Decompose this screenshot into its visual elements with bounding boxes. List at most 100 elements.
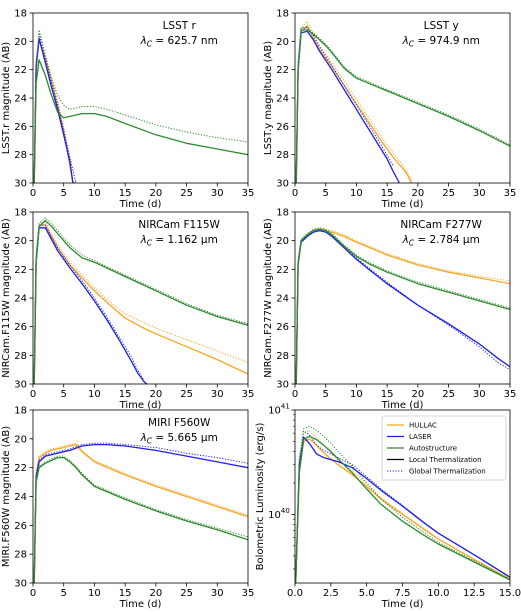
series-line-laser-solid <box>33 443 248 583</box>
series-line-laser-solid <box>33 227 148 384</box>
x-tick-label: 0 <box>292 188 298 199</box>
y-tick-label: 22 <box>14 65 27 76</box>
series-line-laser-dotted <box>33 32 77 183</box>
x-tick-label: 15 <box>119 188 132 199</box>
x-tick-label: 5 <box>323 389 329 400</box>
series-line-laser-solid <box>295 30 400 183</box>
y-tick-label: 24 <box>276 94 289 105</box>
y-tick-label: 26 <box>14 122 27 133</box>
panel-subtitle: λC = 1.162 μm <box>140 234 218 248</box>
x-tick-label: 10 <box>88 588 101 599</box>
y-tick-label: 18 <box>14 208 27 219</box>
y-tick-label: 18 <box>276 208 289 219</box>
legend-label-autostructure: Autostructure <box>409 445 457 453</box>
x-tick-label: 30 <box>473 188 486 199</box>
y-axis-label: MIRI.F560W magnitude (AB) <box>1 426 12 567</box>
legend: HULLAC LASER Autostructure Local Thermaliza… <box>381 415 507 481</box>
series-group <box>33 217 248 384</box>
panel-lsst-r: 0 5 10 15 20 25 30 35 18 20 22 24 26 28 30 Time (d) LSST… <box>1 9 254 211</box>
series-line-laser-dotted <box>295 228 510 384</box>
series-group <box>33 442 248 583</box>
series-group <box>295 227 510 384</box>
legend-label-laser: LASER <box>409 433 432 441</box>
series-line-autostructure-solid <box>295 228 510 384</box>
panel-subtitle: λC = 625.7 nm <box>140 35 218 49</box>
x-tick-label: 25 <box>442 188 455 199</box>
y-tick-label: 30 <box>276 179 289 190</box>
y-axis-label: NIRCam.F115W magnitude (AB) <box>1 218 12 378</box>
x-tick-label: 20 <box>149 588 162 599</box>
x-tick-label: 25 <box>180 389 193 400</box>
x-axis-label: Time (d) <box>381 199 424 210</box>
x-tick-label: 35 <box>504 188 517 199</box>
panel-miri-f560w: 0 5 10 15 20 25 30 35 18 20 22 24 26 28 30 Time (d) MIRI… <box>1 406 254 611</box>
y-tick-label: 28 <box>276 351 289 362</box>
x-axis-label: Time (d) <box>119 599 162 610</box>
y-axis-label: Bolometric Luminosity (erg/s) <box>255 423 266 571</box>
y-tick-label: 30 <box>276 380 289 391</box>
x-tick-label: 15 <box>119 588 132 599</box>
panel-nircam-f115w: 0 5 10 15 20 25 30 35 18 20 22 24 26 28 30 Time (d) NIRC… <box>1 208 254 412</box>
series-line-hullac-solid <box>33 224 248 384</box>
x-tick-label: 7.5 <box>395 588 411 599</box>
x-tick-label: 10 <box>350 188 363 199</box>
series-group <box>33 29 248 183</box>
x-tick-label: 0 <box>30 588 36 599</box>
x-tick-label: 5 <box>61 188 67 199</box>
panel-bolometric: 0.0 2.5 5.0 7.5 10.0 12.5 15.0 1040 1041 Time (d)… <box>255 403 521 611</box>
series-group <box>295 21 510 183</box>
y-axis-label: LSST.r magnitude (AB) <box>1 42 12 155</box>
y-tick-label: 24 <box>14 94 27 105</box>
series-line-hullac-solid <box>295 25 413 183</box>
x-tick-label: 25 <box>442 389 455 400</box>
series-line-laser-solid <box>295 229 510 384</box>
x-tick-label: 5.0 <box>359 588 375 599</box>
legend-label-local-thermalization: Local Thermalization <box>409 456 482 464</box>
y-tick-label: 24 <box>14 492 27 503</box>
x-tick-label: 25 <box>180 588 193 599</box>
x-tick-label: 30 <box>211 588 224 599</box>
series-line-autostructure-solid <box>33 59 248 183</box>
y-tick-label: 20 <box>14 236 27 247</box>
y-tick-label: 18 <box>14 9 27 20</box>
panel-subtitle: λC = 974.9 nm <box>402 35 480 49</box>
series-line-autostructure-dotted <box>33 455 248 583</box>
y-tick-label: 18 <box>14 406 27 417</box>
x-tick-label: 15 <box>381 389 394 400</box>
series-line-hullac-dotted <box>295 21 413 183</box>
panel-title: LSST r <box>163 20 197 32</box>
x-axis-label: Time (d) <box>381 599 424 610</box>
y-tick-label: 26 <box>276 122 289 133</box>
series-line-hullac-dotted <box>33 442 248 583</box>
y-tick-label: 30 <box>14 579 27 590</box>
series-line-autostructure-dotted <box>295 425 510 583</box>
series-line-laser-dotted <box>33 442 248 583</box>
y-tick-label: 20 <box>14 37 27 48</box>
x-tick-label: 12.5 <box>463 588 485 599</box>
x-tick-label: 20 <box>149 389 162 400</box>
panel-subtitle: λC = 2.784 μm <box>402 234 480 248</box>
x-tick-label: 30 <box>211 389 224 400</box>
y-tick-label: 22 <box>276 65 289 76</box>
x-tick-label: 30 <box>473 389 486 400</box>
y-tick-label: 1041 <box>268 403 290 417</box>
legend-label-global-thermalization: Global Thermalization <box>409 468 486 476</box>
series-line-hullac-dotted <box>295 227 510 384</box>
y-axis-label: NIRCam.F277W magnitude (AB) <box>263 218 274 378</box>
y-tick-label: 28 <box>276 150 289 161</box>
y-tick-label: 22 <box>276 265 289 276</box>
series-line-hullac-solid <box>295 228 510 384</box>
x-tick-label: 5 <box>61 389 67 400</box>
x-tick-label: 20 <box>411 188 424 199</box>
x-tick-label: 0.0 <box>287 588 303 599</box>
y-tick-label: 28 <box>14 550 27 561</box>
y-axis-label: LSST.y magnitude (AB) <box>263 41 274 155</box>
panel-title: NIRCam F115W <box>138 219 220 231</box>
x-tick-label: 0 <box>292 389 298 400</box>
x-tick-label: 35 <box>242 188 255 199</box>
y-tick-label: 30 <box>14 380 27 391</box>
y-tick-label: 28 <box>14 150 27 161</box>
series-line-autostructure-dotted <box>33 217 248 384</box>
series-line-autostructure-solid <box>33 219 248 384</box>
